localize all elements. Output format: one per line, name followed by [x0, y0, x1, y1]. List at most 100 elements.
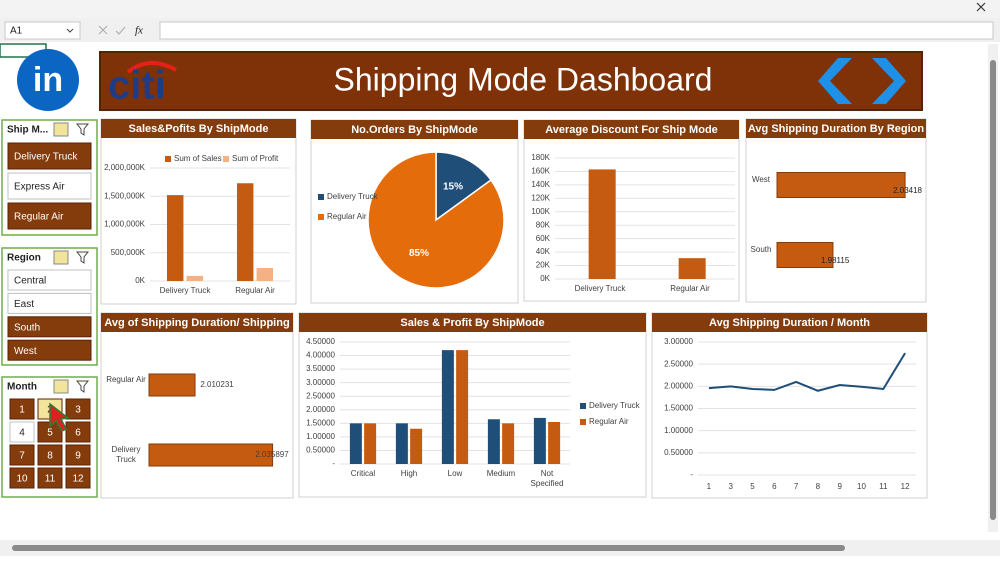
bar [166, 195, 184, 281]
close-icon[interactable] [976, 2, 986, 12]
slicer-item[interactable] [9, 421, 35, 443]
vertical-thumb[interactable] [990, 60, 996, 520]
slicer-item[interactable] [65, 421, 91, 443]
x-tick-label-box: Low [447, 469, 463, 478]
slicer-item-label[interactable]: 9 [75, 451, 81, 462]
x-tick-label-box: Not Specified [531, 469, 564, 488]
slicer-item[interactable] [7, 202, 92, 230]
y-tick-label: 2.00000 [306, 405, 335, 414]
slicer-item[interactable] [7, 339, 92, 361]
slicer-item[interactable] [9, 444, 35, 466]
clear-filter-icon[interactable] [75, 251, 90, 264]
legend-label: Regular Air [327, 212, 367, 221]
slicer-item-label[interactable]: South [14, 322, 40, 333]
slicer-item-label[interactable]: 10 [16, 474, 28, 485]
slicer-item-label[interactable]: West [14, 346, 37, 357]
slicer-item-label[interactable]: Express Air [14, 182, 65, 193]
slicer-item[interactable] [65, 467, 91, 489]
slicer-item-label[interactable]: 6 [75, 428, 81, 439]
bar [148, 373, 196, 397]
horizontal-thumb[interactable] [12, 545, 845, 551]
chart-title-bar [311, 120, 518, 139]
y-tick-label: 0K [135, 276, 145, 285]
bar [776, 242, 834, 268]
cancel-icon[interactable] [98, 25, 108, 35]
bar [256, 268, 274, 281]
prev-arrow[interactable] [818, 58, 852, 104]
slicer-item[interactable] [65, 398, 91, 420]
y-tick-label: South [750, 245, 772, 254]
clear-filter-icon[interactable] [75, 380, 90, 393]
pie-slice [367, 151, 505, 289]
x-tick-label-box: Regular Air [235, 286, 275, 295]
y-tick-label: 2,000,000K [104, 163, 146, 172]
slicer-item-label[interactable]: 3 [75, 405, 81, 416]
logo-text: in [33, 61, 63, 99]
next-arrow[interactable] [872, 58, 906, 104]
slicer-item[interactable] [7, 292, 92, 314]
line [708, 352, 906, 392]
legend-swatch [318, 214, 324, 220]
enter-icon[interactable] [115, 26, 126, 35]
y-tick-label: 1,000,000K [104, 220, 146, 229]
x-tick-label: High [400, 469, 418, 478]
legend-label: Delivery Truck [589, 401, 641, 410]
slicer-item[interactable] [37, 444, 63, 466]
slicer-item-label[interactable]: 5 [47, 428, 53, 439]
slicer-item-label[interactable]: Central [14, 276, 46, 287]
chart-panel [651, 312, 928, 499]
slicer-item[interactable] [7, 316, 92, 338]
slicer-item-label[interactable]: Regular Air [14, 212, 64, 223]
y-tick-label: 3.00000 [306, 378, 335, 387]
slicer-item[interactable] [37, 467, 63, 489]
x-tick-label: 10 [857, 482, 866, 491]
slicer-item-label[interactable]: 12 [72, 474, 84, 485]
slicer-item-label[interactable]: 4 [19, 428, 25, 439]
function-button[interactable]: fx [135, 25, 143, 37]
y-tick-label-box: Delivery Truck [112, 445, 141, 464]
slicer-item-label[interactable]: Delivery Truck [14, 152, 78, 163]
slicer-item-label[interactable]: 11 [45, 474, 56, 485]
multi-select-icon[interactable] [53, 379, 69, 394]
slicer-item-label[interactable]: East [14, 299, 34, 310]
slicer-item[interactable] [9, 398, 35, 420]
y-tick-label: 0K [540, 274, 550, 283]
slicer-item-label[interactable]: 7 [19, 451, 25, 462]
y-tick-label: 3.50000 [306, 364, 335, 373]
value-label: 2.03418 [893, 186, 922, 195]
legend-label: Regular Air [589, 417, 629, 426]
x-tick-label: Regular Air [235, 286, 275, 295]
x-tick-label-box: High [400, 469, 418, 478]
slicer-item[interactable] [65, 444, 91, 466]
y-tick-label: 500,000K [111, 248, 146, 257]
slicer-item-label[interactable]: 1 [19, 405, 25, 416]
clear-filter-icon[interactable] [75, 123, 90, 136]
x-tick-label: 12 [901, 482, 910, 491]
chart-panel [745, 118, 927, 303]
y-tick-label: Regular Air [106, 375, 146, 384]
slicer-item[interactable] [7, 172, 92, 200]
formula-input[interactable] [159, 21, 994, 40]
slicer-item[interactable] [7, 269, 92, 291]
x-tick-label: Low [447, 469, 463, 478]
y-tick-label: 1.50000 [664, 404, 693, 413]
dropdown-icon[interactable] [66, 28, 74, 33]
legend-swatch [580, 419, 586, 425]
slicer-item[interactable] [9, 467, 35, 489]
y-tick-label: 100K [531, 207, 550, 216]
slicer-item-label[interactable]: 8 [47, 451, 53, 462]
multi-select-icon[interactable] [53, 250, 69, 265]
chart-panel [523, 119, 740, 302]
chart-title: Avg Shipping Duration / Month [709, 317, 870, 329]
chart-title-bar [746, 119, 926, 138]
multi-select-icon[interactable] [53, 122, 69, 137]
bar [456, 350, 469, 464]
header-banner [99, 51, 923, 111]
chart-title-bar [524, 120, 739, 139]
y-tick-label: - [332, 459, 335, 468]
legend-label: Sum of Sales [174, 154, 222, 163]
name-box[interactable] [4, 21, 81, 40]
chart-title-bar [299, 313, 646, 332]
slicer-item[interactable] [7, 142, 92, 170]
